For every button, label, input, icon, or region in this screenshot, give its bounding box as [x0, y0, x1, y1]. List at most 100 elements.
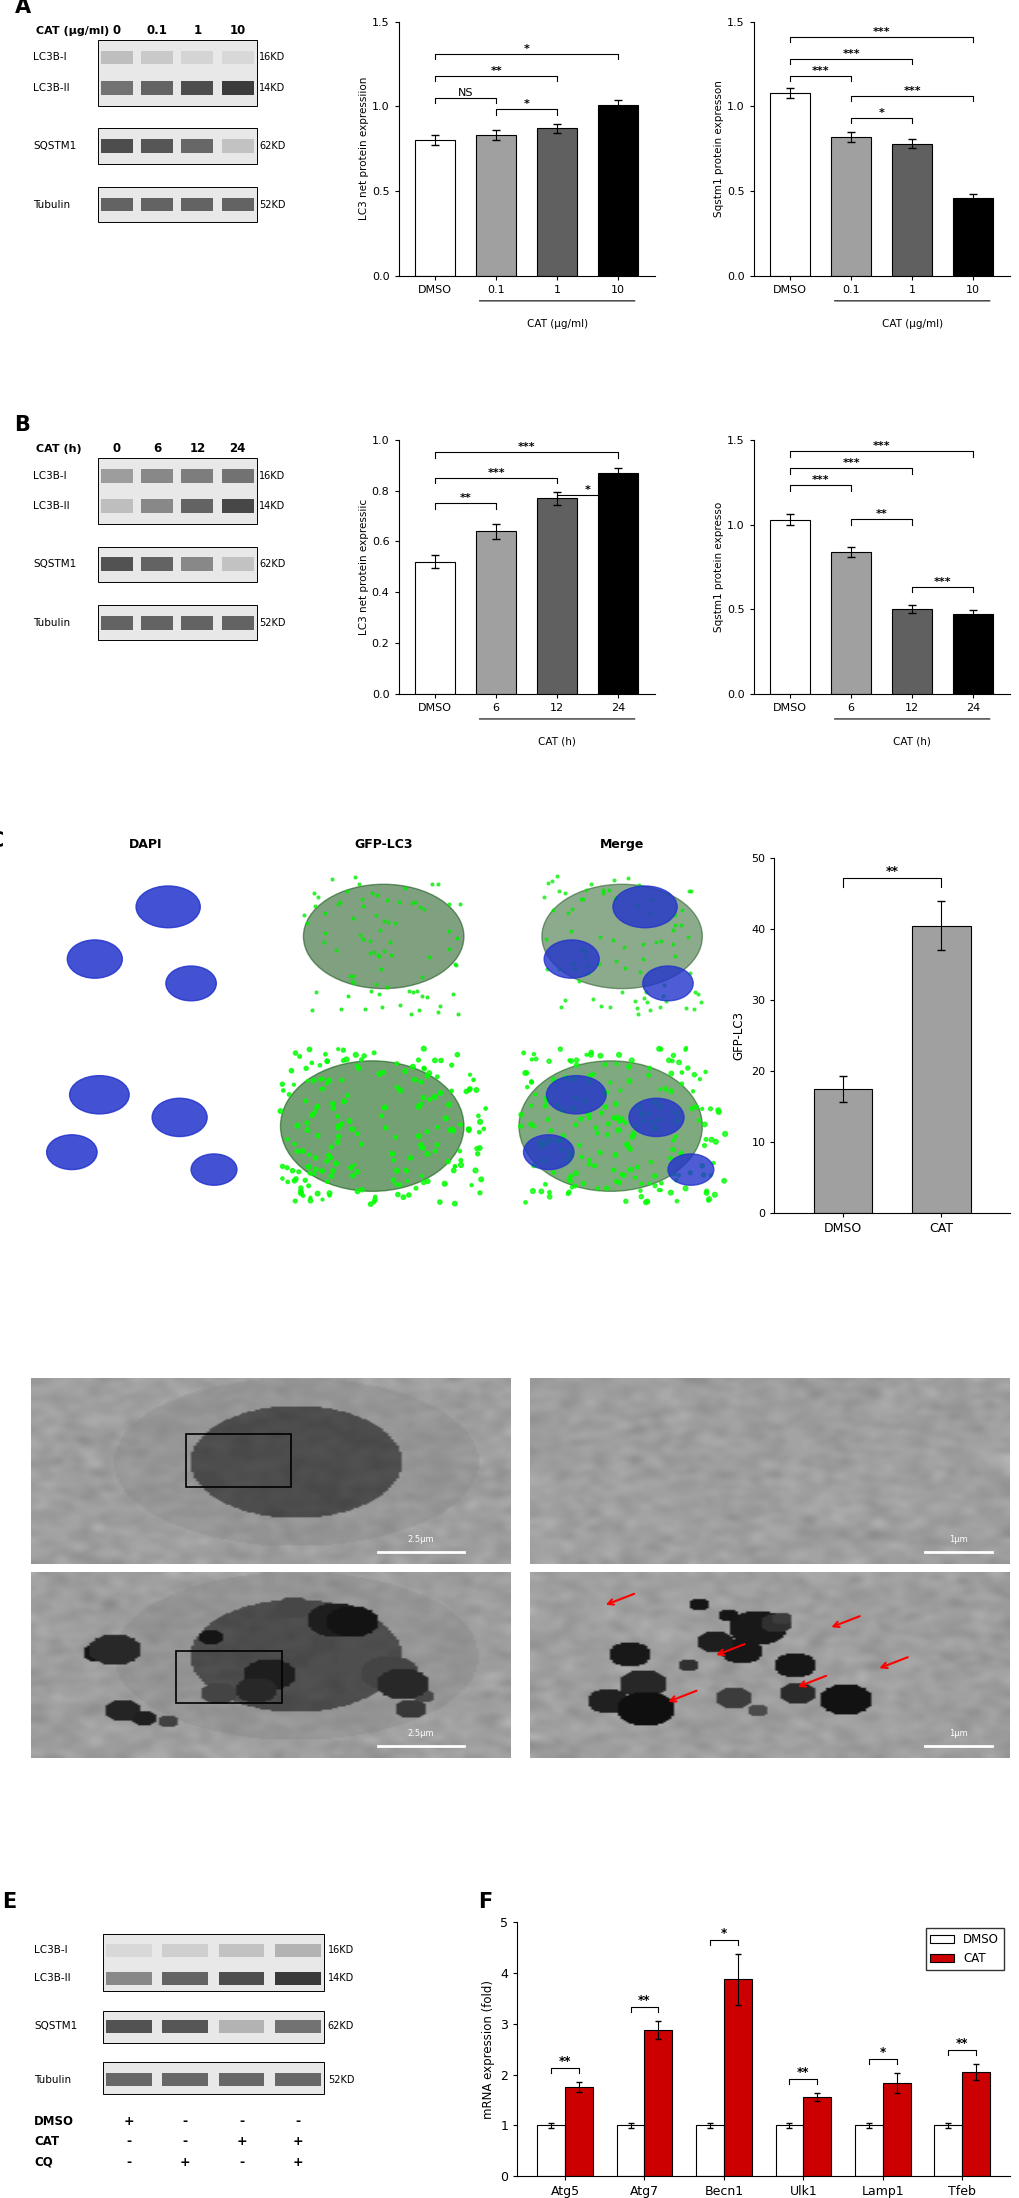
Ellipse shape [629, 1099, 684, 1136]
Point [673, 1066, 689, 1101]
Text: ***: *** [842, 459, 859, 468]
Point [391, 1167, 408, 1202]
Point [537, 1088, 553, 1123]
Point [451, 1134, 468, 1169]
Point [715, 1163, 732, 1198]
Point [524, 1174, 540, 1209]
Point [619, 1128, 635, 1163]
Ellipse shape [67, 941, 122, 978]
Point [284, 1154, 301, 1189]
Point [525, 1037, 541, 1073]
Bar [218, 1972, 264, 1985]
Point [642, 1145, 658, 1180]
Bar [141, 198, 173, 211]
Bar [723, 1978, 751, 2176]
Point [554, 1092, 571, 1128]
Point [686, 1057, 702, 1092]
Point [298, 1084, 314, 1119]
Text: ***: *** [811, 66, 828, 75]
Point [364, 875, 380, 910]
Bar [101, 558, 132, 571]
Point [439, 1143, 455, 1178]
Point [421, 1081, 437, 1117]
Text: ***: *** [518, 442, 535, 453]
Point [641, 1051, 657, 1086]
Point [671, 1044, 687, 1079]
Point [634, 928, 650, 963]
Bar [221, 615, 254, 629]
Point [556, 875, 573, 910]
Bar [769, 92, 809, 275]
Point [407, 886, 423, 921]
Point [663, 1044, 680, 1079]
Point [334, 1042, 351, 1077]
Point [444, 976, 461, 1011]
Point [280, 1077, 297, 1112]
Point [446, 1187, 463, 1222]
Point [387, 1167, 404, 1202]
Point [469, 1136, 485, 1172]
Point [580, 1147, 596, 1183]
Point [467, 1154, 483, 1189]
Point [579, 947, 595, 983]
Text: LC3B-II: LC3B-II [34, 1974, 70, 1983]
Point [374, 989, 390, 1024]
Text: -: - [126, 2134, 131, 2147]
Point [544, 892, 560, 928]
Point [330, 1119, 346, 1154]
Bar [537, 499, 577, 695]
Y-axis label: Sqstm1 protein expresso: Sqstm1 protein expresso [713, 501, 723, 633]
Text: CAT (μg/ml): CAT (μg/ml) [880, 319, 942, 330]
Point [685, 991, 701, 1026]
Point [451, 886, 468, 921]
Text: 6: 6 [153, 442, 161, 455]
Point [384, 1136, 400, 1172]
Point [622, 1132, 638, 1167]
Text: ***: *** [933, 576, 951, 587]
Point [414, 958, 430, 993]
Text: LC3B-II: LC3B-II [34, 501, 70, 510]
Point [371, 976, 387, 1011]
Text: *: * [720, 1928, 727, 1939]
Point [307, 1141, 323, 1176]
Point [565, 1090, 581, 1125]
Bar [181, 615, 213, 629]
Point [615, 930, 632, 965]
Point [523, 1064, 539, 1099]
Point [562, 1044, 579, 1079]
Point [396, 870, 413, 906]
Point [577, 934, 593, 969]
Point [410, 1090, 426, 1125]
Point [338, 873, 355, 908]
Point [646, 1158, 662, 1194]
Point [697, 1055, 713, 1090]
Text: C: C [0, 831, 4, 851]
Point [292, 1169, 309, 1205]
Point [387, 906, 404, 941]
Point [397, 1152, 414, 1187]
Point [375, 1055, 391, 1090]
Point [371, 1057, 387, 1092]
Point [640, 1057, 656, 1092]
Point [691, 1062, 707, 1097]
Point [681, 956, 697, 991]
Bar [275, 1943, 320, 1956]
Point [461, 1112, 477, 1147]
Point [324, 1086, 340, 1121]
Point [567, 1169, 583, 1205]
Point [607, 943, 624, 978]
Text: +: + [292, 2134, 303, 2147]
Bar [803, 2097, 830, 2176]
Text: 14KD: 14KD [259, 501, 285, 510]
Point [366, 1185, 382, 1220]
Point [345, 1147, 362, 1183]
Point [621, 1064, 637, 1099]
Bar [98, 457, 256, 523]
Point [308, 1152, 324, 1187]
Text: 25μm: 25μm [64, 1000, 93, 1009]
Point [623, 1042, 639, 1077]
Bar [953, 613, 993, 695]
Point [582, 1037, 598, 1073]
Point [299, 1112, 315, 1147]
Text: 52KD: 52KD [259, 200, 285, 209]
